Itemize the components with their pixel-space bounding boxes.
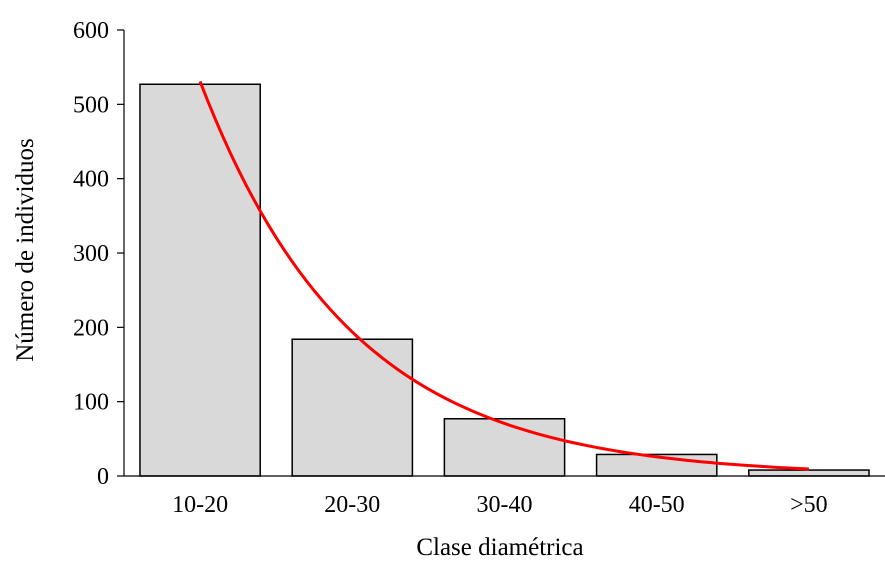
bar-2030 [291, 338, 414, 477]
x-tick-label: >50 [790, 492, 828, 518]
x-tick-label: 10-20 [172, 492, 228, 518]
x-tick-label: 30-40 [477, 492, 533, 518]
y-tick-label: 500 [73, 92, 109, 118]
y-tick-label: 0 [97, 464, 109, 490]
y-tick-label: 300 [73, 241, 109, 267]
y-tick-label: 100 [73, 390, 109, 416]
x-tick-label: 40-50 [629, 492, 685, 518]
bars [139, 83, 870, 477]
y-tick-label: 400 [73, 167, 109, 193]
trendline-curve [198, 80, 809, 471]
bar-50 [748, 469, 870, 477]
y-tick-label: 600 [73, 18, 109, 44]
x-tick-label: 20-30 [324, 492, 380, 518]
trendline [198, 80, 809, 471]
y-tick-label: 200 [73, 315, 109, 341]
bar-1020 [139, 83, 261, 477]
bar-3040 [443, 418, 566, 477]
y-axis: 0 100 200 300 400 500 600 [73, 18, 125, 490]
x-axis-title: Clase diamétrica [416, 534, 583, 561]
y-axis-title: Número de individuos [12, 138, 39, 362]
x-axis: 10-20 20-30 30-40 40-50 >50 [124, 475, 885, 518]
